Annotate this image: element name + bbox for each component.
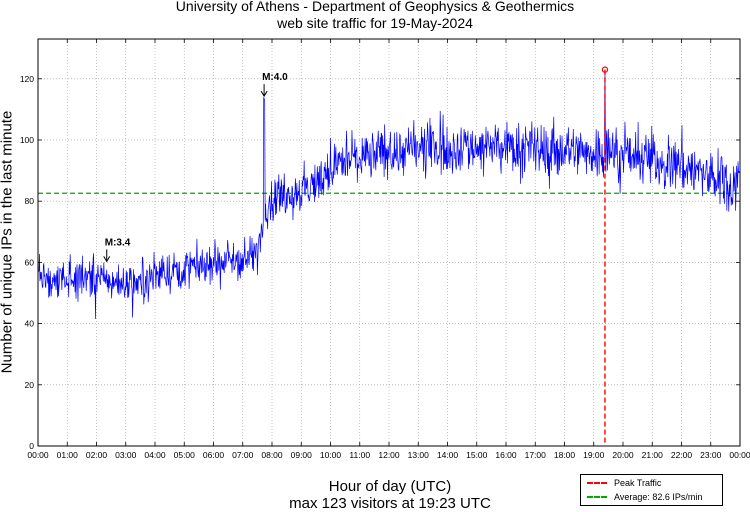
series-line-visitors	[37, 69, 740, 320]
x-tick-label: 15:00	[466, 450, 488, 460]
chart-subtitle: web site traffic for 19-May-2024	[277, 15, 473, 31]
peak-marker	[601, 66, 609, 73]
x-tick-label: 22:00	[671, 450, 693, 460]
x-tick-label: 09:00	[291, 450, 313, 460]
legend-swatch-peak	[587, 482, 607, 484]
x-tick-label: 04:00	[144, 450, 166, 460]
x-tick-label: 12:00	[378, 450, 400, 460]
legend-item-peak: Peak Traffic	[587, 477, 661, 489]
tick-labels: 00:00 01:00 02:00 03:00 04:00 05:00 06:00 07:00…	[20, 74, 750, 460]
x-tick-label: 00:00	[27, 450, 49, 460]
y-tick-label: 0	[29, 441, 34, 451]
x-axis-label: Hour of day (UTC)	[328, 478, 452, 495]
y-tick-label: 20	[25, 380, 35, 390]
chart-title: University of Athens - Department of Geo…	[175, 0, 575, 14]
x-tick-label: 20:00	[612, 450, 634, 460]
series-group	[37, 69, 740, 320]
peak-group	[601, 66, 609, 446]
x-tick-label: 16:00	[495, 450, 517, 460]
x-tick-label: 17:00	[525, 450, 547, 460]
x-tick-label: 02:00	[86, 450, 108, 460]
x-tick-label: 18:00	[554, 450, 576, 460]
x-tick-label: 07:00	[232, 450, 254, 460]
plot-frame	[37, 38, 741, 447]
x-tick-label: 10:00	[320, 450, 342, 460]
x-tick-label: 08:00	[261, 450, 283, 460]
x-tick-label: 23:00	[700, 450, 722, 460]
annotation-arrow-head	[103, 256, 111, 263]
x-tick-label: 21:00	[642, 450, 664, 460]
x-tick-label: 06:00	[203, 450, 225, 460]
x-tick-label: 05:00	[174, 450, 196, 460]
y-tick-label: 120	[20, 74, 34, 84]
y-tick-label: 40	[25, 319, 35, 329]
chart-footer: max 123 visitors at 19:23 UTC	[289, 495, 491, 512]
annotation-label: M:4.0	[262, 72, 288, 83]
legend: Peak Traffic Average: 82.6 IPs/min	[580, 474, 723, 506]
annotation-label: M:3.4	[105, 237, 131, 248]
x-tick-label: 03:00	[115, 450, 137, 460]
x-tick-label: 00:00	[729, 450, 750, 460]
x-tick-label: 14:00	[437, 450, 459, 460]
axes	[37, 38, 741, 447]
x-tick-label: 01:00	[57, 450, 79, 460]
x-tick-label: 13:00	[408, 450, 430, 460]
annotation-arrow-head	[260, 90, 268, 98]
legend-label-peak: Peak Traffic	[614, 478, 662, 488]
x-tick-label: 19:00	[583, 450, 605, 460]
legend-swatch-average	[587, 496, 607, 498]
legend-item-average: Average: 82.6 IPs/min	[587, 491, 702, 503]
x-tick-label: 11:00	[349, 450, 370, 460]
y-tick-label: 60	[25, 257, 35, 267]
annotations: M:3.4 M:4.0	[103, 72, 288, 263]
legend-label-average: Average: 82.6 IPs/min	[614, 492, 703, 502]
y-tick-label: 80	[25, 196, 35, 206]
y-axis-label: Number of unique IPs in the last minute	[0, 110, 16, 374]
y-tick-label: 100	[20, 135, 34, 145]
grid	[38, 39, 740, 446]
